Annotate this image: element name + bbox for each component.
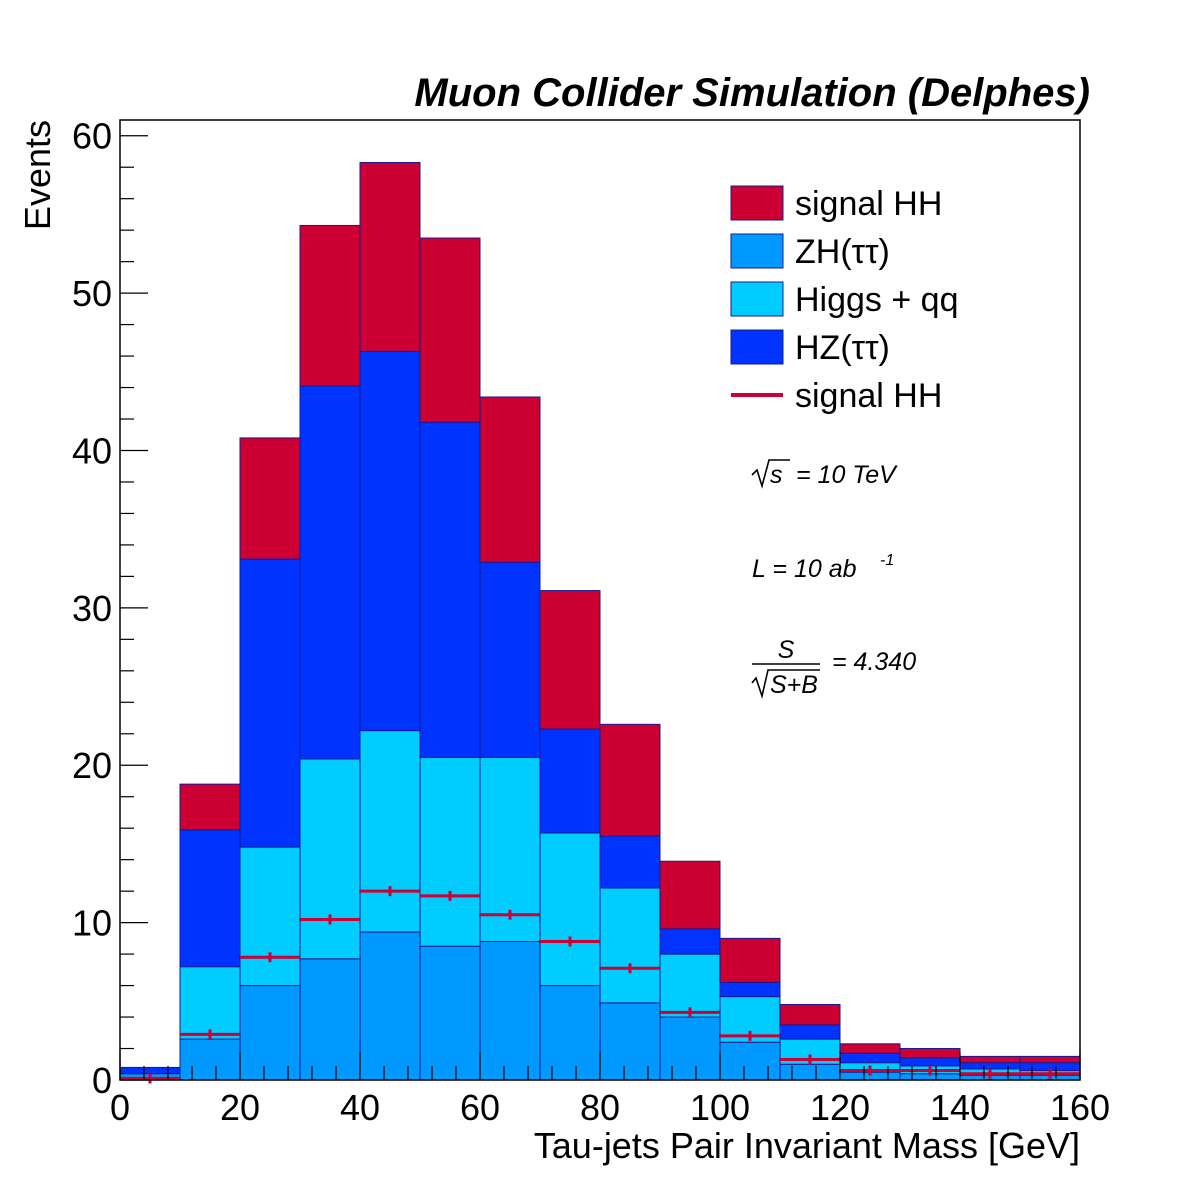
- y-tick-label: 20: [72, 745, 112, 786]
- legend-label-hz-tautau: HZ(ττ): [795, 329, 890, 367]
- bar-zh-tautau-bin-2: [239, 985, 301, 1081]
- bar-signal-hh-bin-2: [239, 437, 301, 560]
- bar-zh-tautau-bin-7: [539, 985, 601, 1081]
- y-axis: 0 10 20 30 40 50 60: [72, 116, 148, 1101]
- y-tick-label: 30: [72, 588, 112, 629]
- x-tick-label: 60: [460, 1087, 500, 1128]
- luminosity-exponent: -1: [880, 552, 894, 569]
- annotations: s = 10 TeV L = 10 ab -1 S S+B = 4.340: [751, 459, 916, 699]
- luminosity-text: L = 10 ab: [752, 555, 857, 583]
- bar-hz-tautau-bin-11: [779, 1024, 841, 1040]
- bar-hz-tautau-bin-12: [839, 1052, 901, 1064]
- bar-signal-hh-bin-15: [1019, 1055, 1081, 1064]
- bar-higgs-qq-bin-3: [299, 758, 361, 960]
- bar-hz-tautau-bin-7: [539, 728, 601, 834]
- fraction-numerator: S: [778, 636, 795, 664]
- bar-higgs-qq-bin-2: [239, 846, 301, 987]
- bar-higgs-qq-bin-8: [599, 887, 661, 1004]
- legend-swatch-zh-tautau: [730, 233, 784, 269]
- bar-higgs-qq-bin-1: [179, 966, 241, 1040]
- bar-hz-tautau-bin-9: [659, 928, 721, 955]
- bar-signal-hh-bin-12: [839, 1043, 901, 1054]
- y-axis-label: Events: [17, 120, 58, 230]
- bar-higgs-qq-bin-9: [659, 953, 721, 1018]
- fraction-denominator: S+B: [770, 671, 818, 699]
- fraction-radical-icon: [751, 669, 820, 699]
- y-tick-label: 40: [72, 430, 112, 471]
- bar-signal-hh-bin-7: [539, 590, 601, 730]
- luminosity-annotation: L = 10 ab -1: [752, 552, 894, 583]
- bar-zh-tautau-bin-1: [179, 1038, 241, 1081]
- chart-title: Muon Collider Simulation (Delphes): [414, 71, 1090, 115]
- bar-hz-tautau-bin-3: [299, 385, 361, 760]
- bar-zh-tautau-bin-4: [359, 931, 421, 1081]
- legend-swatch-hz-tautau: [730, 329, 784, 365]
- bar-signal-hh-bin-13: [899, 1048, 961, 1059]
- legend-label-signal-hh: signal HH: [795, 377, 942, 415]
- x-tick-label: 80: [580, 1087, 620, 1128]
- significance-annotation: S S+B = 4.340: [751, 636, 916, 699]
- bar-hz-tautau-bin-8: [599, 835, 661, 889]
- bar-signal-hh-bin-14: [959, 1055, 1021, 1064]
- bar-zh-tautau-bin-6: [479, 941, 541, 1081]
- bar-hz-tautau-bin-2: [239, 558, 301, 848]
- x-tick-label: 140: [930, 1087, 990, 1128]
- x-tick-label: 20: [220, 1087, 260, 1128]
- bar-zh-tautau-bin-8: [599, 1002, 661, 1081]
- bar-signal-hh-bin-1: [179, 783, 241, 831]
- x-tick-label: 160: [1050, 1087, 1110, 1128]
- bar-hz-tautau-bin-13: [899, 1057, 961, 1067]
- y-tick-label: 50: [72, 273, 112, 314]
- sqrt-s-annotation: s = 10 TeV: [751, 459, 898, 489]
- bar-zh-tautau-bin-5: [419, 945, 481, 1081]
- bar-hz-tautau-bin-5: [419, 421, 481, 758]
- sqrt-s-value: = 10 TeV: [796, 461, 898, 489]
- x-axis: 0 20 40 60 80 100 120 140 160: [110, 1052, 1110, 1128]
- bar-hz-tautau-bin-14: [959, 1062, 1021, 1070]
- bar-signal-hh-bin-4: [359, 161, 421, 352]
- legend-label-zh-tautau: ZH(ττ): [795, 233, 890, 271]
- bar-zh-tautau-bin-9: [659, 1016, 721, 1081]
- legend-label-signal-hh: signal HH: [795, 185, 942, 223]
- y-tick-label: 60: [72, 116, 112, 157]
- legend-swatch-higgs-qq: [730, 281, 784, 317]
- bar-hz-tautau-bin-1: [179, 829, 241, 968]
- bar-signal-hh-bin-3: [299, 224, 361, 387]
- bar-hz-tautau-bin-4: [359, 350, 421, 732]
- y-tick-label: 10: [72, 903, 112, 944]
- y-tick-label: 0: [92, 1060, 112, 1101]
- bar-hz-tautau-bin-6: [479, 561, 541, 758]
- x-tick-label: 100: [690, 1087, 750, 1128]
- bar-signal-hh-bin-11: [779, 1003, 841, 1026]
- sqrt-s-symbol: s: [770, 461, 783, 489]
- bar-higgs-qq-bin-7: [539, 832, 601, 987]
- bar-hz-tautau-bin-0: [119, 1066, 181, 1075]
- bar-signal-hh-bin-6: [479, 396, 541, 563]
- significance-value: = 4.340: [832, 648, 916, 676]
- bar-signal-hh-bin-8: [599, 723, 661, 837]
- overlay-signal-hh: [120, 886, 1080, 1084]
- legend-label-higgs-qq: Higgs + qq: [795, 281, 959, 319]
- bar-zh-tautau-bin-3: [299, 958, 361, 1081]
- x-axis-label: Tau-jets Pair Invariant Mass [GeV]: [534, 1125, 1080, 1166]
- bar-zh-tautau-bin-10: [719, 1041, 781, 1081]
- x-tick-label: 0: [110, 1087, 130, 1128]
- bar-hz-tautau-bin-10: [719, 981, 781, 998]
- bar-signal-hh-bin-9: [659, 860, 721, 930]
- sqrt-s-radical-icon: [751, 459, 790, 489]
- legend: signal HH ZH(ττ) Higgs + qq HZ(ττ) signal HH: [730, 185, 959, 415]
- bar-signal-hh-bin-5: [419, 237, 481, 423]
- bar-higgs-qq-bin-4: [359, 730, 421, 933]
- stacked-bars: [119, 161, 1081, 1081]
- bar-signal-hh-bin-10: [719, 937, 781, 983]
- legend-swatch-signal-hh: [730, 185, 784, 221]
- bar-higgs-qq-bin-5: [419, 756, 481, 947]
- x-tick-label: 120: [810, 1087, 870, 1128]
- bar-zh-tautau-bin-11: [779, 1063, 841, 1081]
- x-tick-label: 40: [340, 1087, 380, 1128]
